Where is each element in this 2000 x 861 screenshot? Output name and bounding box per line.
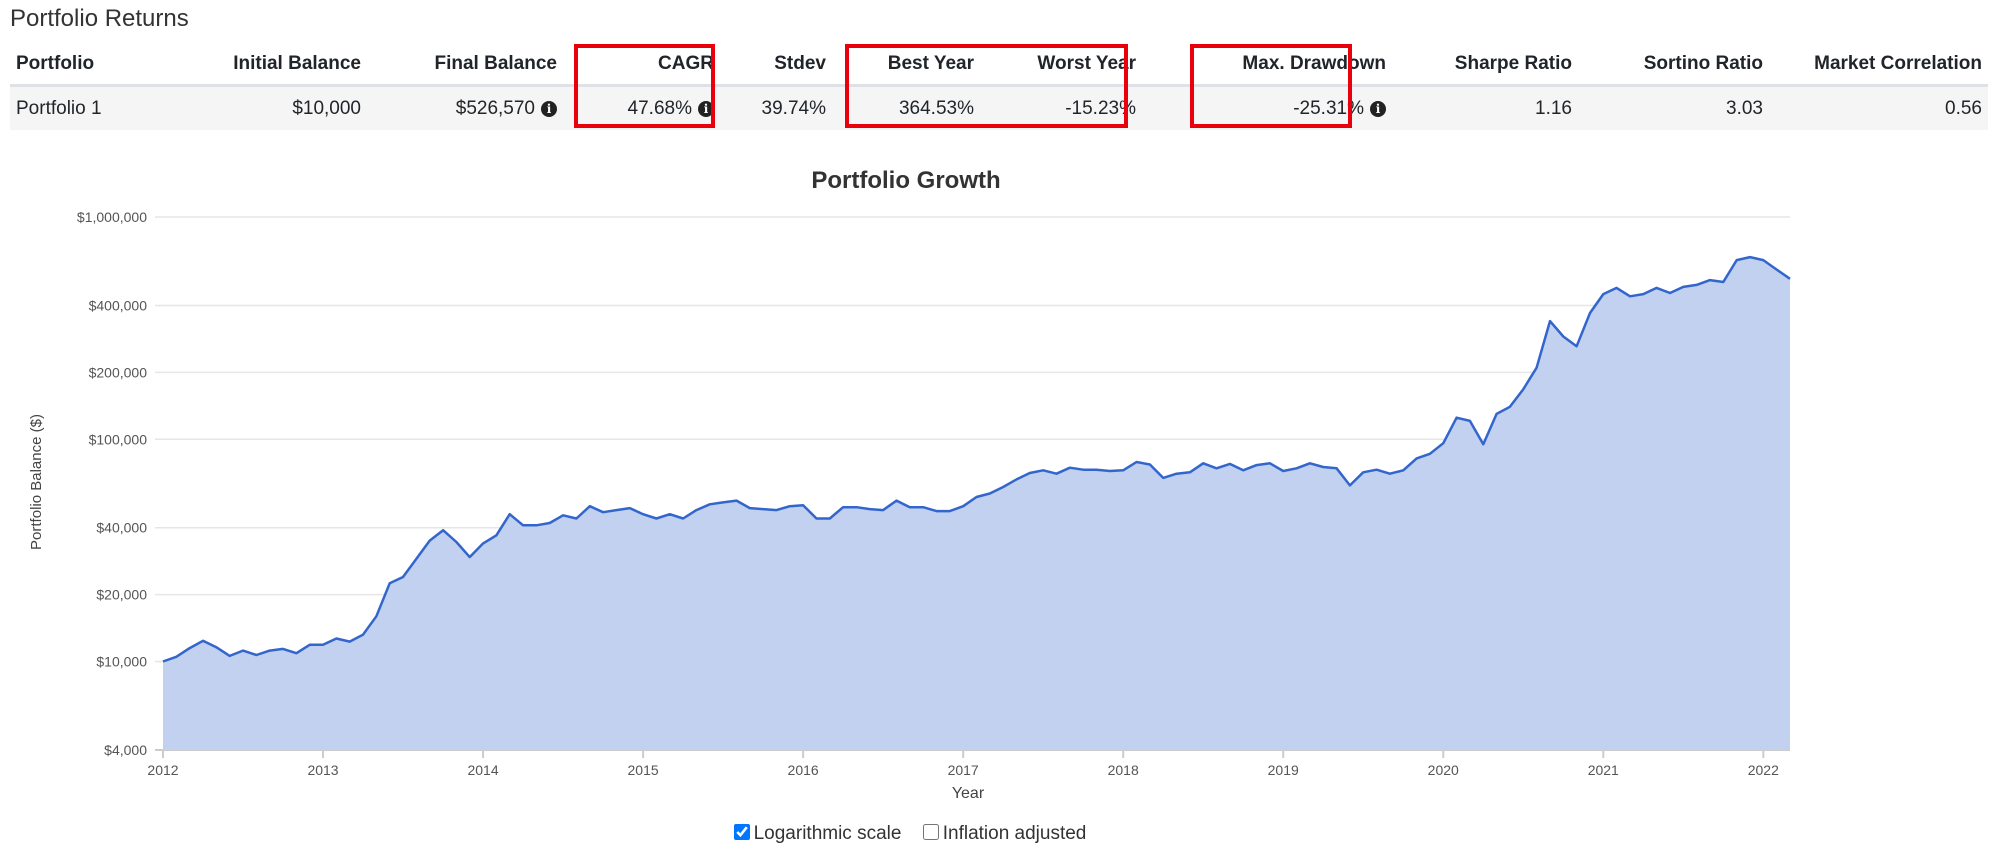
cell-final-balance: $526,570: [455, 97, 535, 119]
cell-portfolio: Portfolio 1: [10, 85, 170, 130]
y-tick-label: $1,000,000: [77, 209, 147, 225]
x-tick-label: 2014: [467, 762, 498, 778]
col-header-stdev: Stdev: [720, 44, 832, 87]
inflation-label: Inflation adjusted: [942, 823, 1087, 844]
info-icon[interactable]: i: [1370, 100, 1386, 117]
y-tick-label: $20,000: [96, 587, 147, 603]
chart-title: Portfolio Growth: [811, 167, 1000, 194]
cell-market-correlation: 0.56: [1769, 85, 1988, 130]
cell-sortino: 3.03: [1578, 85, 1769, 130]
cell-final-balance-wrap: $526,570 i: [367, 85, 563, 130]
info-icon[interactable]: i: [541, 100, 557, 117]
x-tick-label: 2017: [948, 762, 979, 778]
cell-cagr-wrap: 47.68% i: [563, 85, 720, 130]
cell-worst-year: -15.23%: [980, 85, 1142, 130]
y-tick-label: $40,000: [96, 520, 147, 536]
col-header-cagr: CAGR: [563, 44, 720, 87]
portfolio-growth-chart: Portfolio Growth $1,000,000 $400,000 $200,…: [28, 167, 1791, 800]
x-axis-ticks: 2012 2013 2014 2015 2016 2017 2018 2019 2020 2021…: [147, 750, 1779, 778]
x-tick-label: 2013: [307, 762, 338, 778]
x-tick-label: 2016: [788, 762, 819, 778]
cell-initial-balance: $10,000: [170, 85, 367, 130]
page-title: Portfolio Returns: [10, 5, 189, 32]
y-tick-label: $400,000: [89, 297, 148, 313]
y-tick-label: $200,000: [89, 364, 148, 380]
col-header-portfolio: Portfolio: [10, 44, 170, 87]
log-scale-toggle[interactable]: Logarithmic scale: [733, 823, 902, 844]
cell-cagr: 47.68%: [627, 97, 692, 119]
chart-controls: Logarithmic scale Inflation adjusted: [0, 823, 1820, 845]
x-tick-label: 2022: [1748, 762, 1779, 778]
table-header-row: Portfolio Initial Balance Final Balance …: [10, 44, 1988, 87]
col-header-best-year: Best Year: [832, 44, 980, 87]
series-area: [163, 257, 1790, 750]
y-axis-label: Portfolio Balance ($): [28, 414, 45, 550]
y-axis-ticks: $1,000,000 $400,000 $200,000 $100,000 $40,00…: [77, 209, 147, 758]
col-header-max-drawdown: Max. Drawdown: [1142, 44, 1392, 87]
inflation-checkbox[interactable]: [922, 824, 939, 840]
col-header-final-balance: Final Balance: [367, 44, 563, 87]
x-tick-label: 2012: [147, 762, 178, 778]
col-header-worst-year: Worst Year: [980, 44, 1142, 87]
x-tick-label: 2021: [1588, 762, 1619, 778]
table-row: Portfolio 1 $10,000 $526,570 i 47.68% i 39…: [10, 85, 1988, 130]
cell-max-drawdown: -25.31%: [1293, 97, 1364, 119]
cell-max-drawdown-wrap: -25.31% i: [1142, 85, 1392, 130]
y-tick-label: $4,000: [104, 742, 147, 758]
col-header-sharpe: Sharpe Ratio: [1392, 44, 1578, 87]
portfolio-returns-table: Portfolio Initial Balance Final Balance …: [10, 44, 1988, 130]
col-header-market-correlation: Market Correlation: [1769, 44, 1988, 87]
x-tick-label: 2018: [1108, 762, 1139, 778]
cell-stdev: 39.74%: [720, 85, 832, 130]
y-tick-label: $100,000: [89, 431, 148, 447]
series-line: [162, 255, 1791, 663]
inflation-toggle[interactable]: Inflation adjusted: [922, 823, 1087, 844]
cell-best-year: 364.53%: [832, 85, 980, 130]
y-tick-label: $10,000: [96, 654, 147, 670]
cell-sharpe: 1.16: [1392, 85, 1578, 130]
log-scale-label: Logarithmic scale: [753, 823, 902, 844]
x-tick-label: 2019: [1268, 762, 1299, 778]
x-tick-label: 2020: [1428, 762, 1459, 778]
x-axis-label: Year: [952, 785, 985, 800]
x-tick-label: 2015: [628, 762, 659, 778]
col-header-initial-balance: Initial Balance: [170, 44, 367, 87]
log-scale-checkbox[interactable]: [733, 824, 750, 840]
col-header-sortino: Sortino Ratio: [1578, 44, 1769, 87]
info-icon[interactable]: i: [698, 100, 714, 117]
